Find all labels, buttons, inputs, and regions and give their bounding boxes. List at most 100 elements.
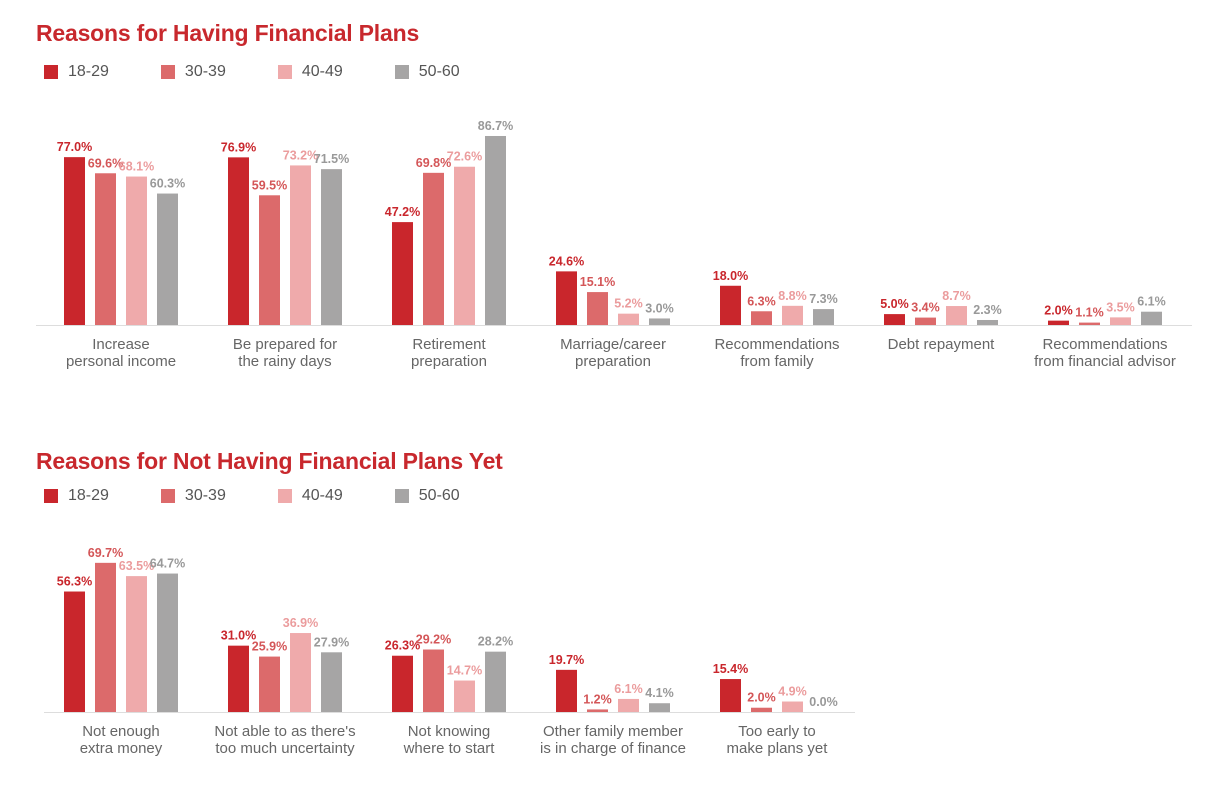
value-label: 6.1% [614,682,643,696]
bar-18-29-3 [556,669,577,712]
legend-label: 18-29 [68,487,109,504]
category-label: Debt repayment [888,336,996,353]
category-label: Recommendations from financial advisor [1034,336,1176,370]
value-label: 86.7% [478,119,513,133]
category-label-line: Other family member [543,723,683,740]
category-label: Not enough extra money [80,723,163,757]
legend-swatch [44,65,58,79]
category-label-line: Recommendations [1042,336,1167,353]
value-label: 8.8% [778,289,807,303]
bar-18-29-2 [392,655,413,712]
value-label: 73.2% [283,148,318,162]
bar-40-49-2 [454,680,475,712]
bar-18-29-1 [228,645,249,712]
category-label-line: preparation [575,353,651,370]
bar-18-29-1 [228,157,249,325]
value-label: 1.1% [1075,306,1104,320]
bar-30-39-4 [751,311,772,325]
category-label-line: from family [740,353,814,370]
category-label-line: make plans yet [727,740,829,757]
legend-label: 50-60 [418,63,460,80]
category-label: Too early to make plans yet [727,723,829,757]
value-label: 15.4% [713,662,748,676]
value-label: 69.6% [88,156,123,170]
value-label: 25.9% [252,640,287,654]
bar-30-39-2 [423,649,444,712]
bar-40-49-1 [290,633,311,712]
value-label: 6.3% [747,294,776,308]
category-label-line: Marriage/career [560,336,666,353]
category-label-line: Recommendations [714,336,839,353]
bar-18-29-6 [1048,320,1069,325]
bar-30-39-0 [95,562,116,712]
bar-30-39-5 [915,317,936,325]
value-label: 24.6% [549,254,584,268]
bar-30-39-2 [423,172,444,325]
category-label-line: Too early to [738,723,816,740]
bar-18-29-2 [392,222,413,325]
value-label: 59.5% [252,178,287,192]
value-label: 72.6% [447,150,482,164]
value-label: 5.0% [880,297,909,311]
value-label: 68.1% [119,160,154,174]
legend-label: 40-49 [301,487,343,504]
legend-swatch [394,65,409,79]
chart-2-title: Reasons for Not Having Financial Plans Y… [36,448,503,474]
value-label: 76.9% [221,140,256,154]
legend-item-40-49: 40-49 [277,487,343,505]
category-label-line: from financial advisor [1034,353,1176,370]
value-label: 5.2% [614,297,643,311]
category-label-line: extra money [80,740,163,757]
value-label: 60.3% [150,177,185,191]
value-label: 2.0% [747,691,776,705]
value-label: 6.1% [1137,295,1166,309]
bar-40-49-0 [126,576,147,712]
legend-swatch [44,489,58,503]
value-label: 47.2% [385,205,420,219]
category-label-line: Not enough [82,723,160,740]
bar-30-39-4 [751,707,772,712]
category-label: Be prepared for the rainy days [233,336,337,370]
legend-swatch [160,489,175,503]
legend-item-30-39: 30-39 [160,487,226,505]
value-label: 77.0% [57,140,92,154]
category-label: Not able to as there's too much uncertain… [214,723,355,757]
category-label-line: Retirement [412,336,486,353]
bar-50-60-5 [977,319,998,325]
legend-label: 40-49 [301,63,343,80]
legend-item-18-29: 18-29 [44,63,109,81]
bar-50-60-3 [649,703,670,712]
category-label-line: personal income [66,353,176,370]
bar-30-39-3 [587,709,608,712]
value-label: 36.9% [283,616,318,630]
legend-item-18-29: 18-29 [44,487,109,505]
bar-50-60-0 [157,193,178,325]
value-label: 28.2% [478,635,513,649]
category-label-line: is in charge of finance [540,740,686,757]
legend-swatch [160,65,175,79]
chart-1-legend: 18-29 30-39 40-49 50-60 [44,63,512,81]
bar-40-49-0 [126,176,147,325]
bar-40-49-6 [1110,317,1131,325]
legend-label: 30-39 [184,487,226,504]
legend-label: 18-29 [68,63,109,80]
value-label: 27.9% [314,635,349,649]
bar-40-49-1 [290,165,311,325]
bar-50-60-0 [157,573,178,712]
category-label-line: Not knowing [408,723,491,740]
value-label: 29.2% [416,633,451,647]
value-label: 8.7% [942,289,971,303]
value-label: 7.3% [809,292,838,306]
legend-item-30-39: 30-39 [160,63,226,81]
category-label: Other family member is in charge of finan… [540,723,686,757]
value-label: 3.0% [645,301,674,315]
value-label: 1.2% [583,692,612,706]
bar-50-60-4 [813,309,834,325]
value-label: 63.5% [119,559,154,573]
bar-50-60-1 [321,169,342,325]
value-label: 71.5% [314,152,349,166]
legend-swatch [277,489,292,503]
legend-label: 30-39 [184,63,226,80]
bar-18-29-0 [64,591,85,712]
